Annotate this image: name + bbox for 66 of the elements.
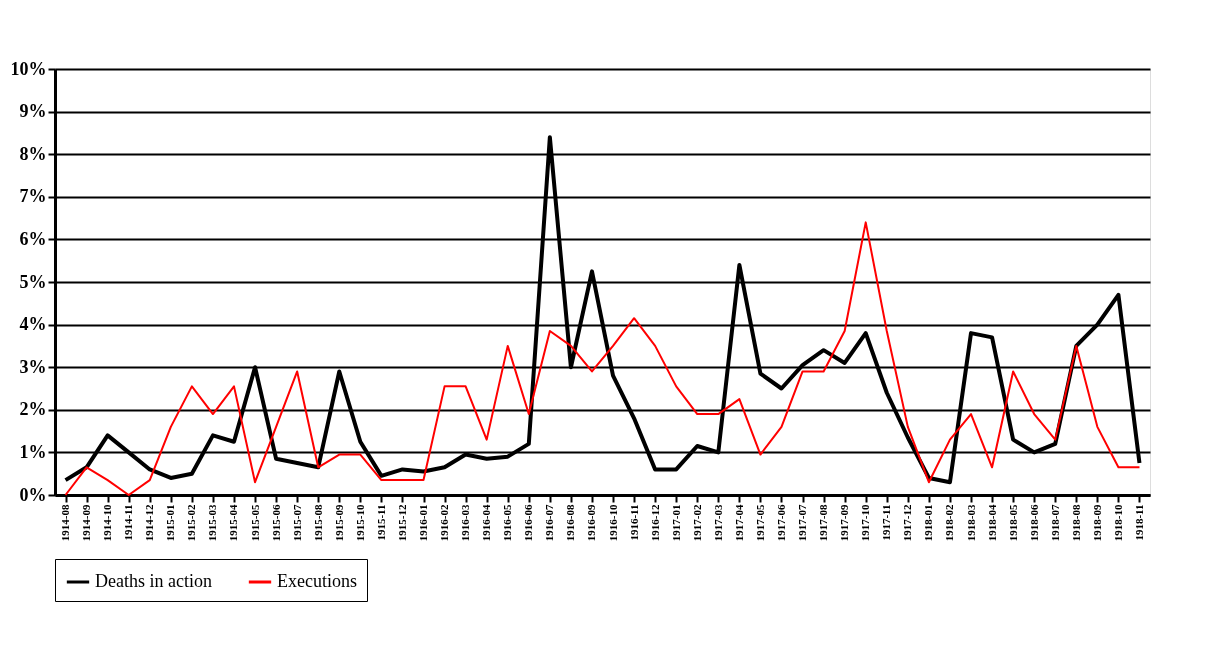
x-tick-label: 1917-05 (753, 504, 766, 542)
x-tick-label: 1916-06 (522, 504, 535, 542)
x-tick-label: 1917-08 (817, 504, 830, 542)
x-tick-label: 1914-12 (143, 504, 156, 542)
x-tick-label: 1914-11 (122, 504, 135, 541)
x-tick-label: 1918-10 (1111, 504, 1124, 542)
x-tick-label: 1918-02 (943, 504, 956, 542)
x-tick-label: 1915-04 (227, 504, 240, 542)
y-tick-label: 1% (19, 441, 47, 462)
legend-label: Deaths in action (95, 571, 212, 591)
x-tick-label: 1917-11 (880, 504, 893, 541)
y-tick-label: 2% (19, 399, 47, 420)
x-tick-label: 1915-02 (185, 504, 198, 542)
x-tick-label: 1918-03 (964, 504, 977, 542)
x-tick-label: 1917-03 (711, 504, 724, 542)
x-tick-label: 1915-12 (395, 504, 408, 542)
y-tick-label: 3% (19, 356, 47, 377)
y-tick-label: 10% (10, 58, 47, 79)
x-tick-label: 1916-08 (564, 504, 577, 542)
x-tick-label: 1916-03 (459, 504, 472, 542)
y-tick-label: 0% (19, 484, 47, 505)
x-tick-label: 1915-09 (332, 504, 345, 542)
x-tick-label: 1916-11 (627, 504, 640, 541)
x-tick-label: 1917-07 (796, 504, 809, 542)
x-tick-label: 1915-10 (353, 504, 366, 542)
legend-label: Executions (277, 571, 357, 591)
y-tick-label: 4% (19, 314, 47, 335)
x-tick-label: 1918-01 (922, 504, 935, 542)
x-tick-label: 1918-05 (1006, 504, 1019, 542)
x-tick-label: 1917-12 (901, 504, 914, 542)
x-tick-label: 1918-08 (1069, 504, 1082, 542)
x-tick-label: 1917-01 (669, 504, 682, 542)
x-tick-label: 1914-10 (101, 504, 114, 542)
x-tick-label: 1916-04 (480, 504, 493, 542)
x-tick-label: 1915-05 (248, 504, 261, 542)
x-tick-label: 1916-05 (501, 504, 514, 542)
x-tick-label: 1918-06 (1027, 504, 1040, 542)
y-tick-label: 9% (19, 101, 47, 122)
y-tick-label: 5% (19, 271, 47, 292)
y-tick-label: 7% (19, 186, 47, 207)
x-tick-label: 1916-07 (543, 504, 556, 542)
x-tick-label: 1916-02 (438, 504, 451, 542)
x-tick-label: 1917-10 (859, 504, 872, 542)
x-tick-label: 1915-07 (290, 504, 303, 542)
x-tick-label: 1917-09 (838, 504, 851, 542)
x-tick-label: 1914-08 (59, 504, 72, 542)
x-tick-label: 1915-06 (269, 504, 282, 542)
x-tick-label: 1916-01 (417, 504, 430, 542)
x-tick-label: 1918-11 (1132, 504, 1145, 541)
x-tick-label: 1915-01 (164, 504, 177, 542)
x-tick-label: 1915-08 (311, 504, 324, 542)
x-tick-label: 1917-02 (690, 504, 703, 542)
x-tick-label: 1916-12 (648, 504, 661, 542)
y-tick-label: 6% (19, 228, 47, 249)
y-tick-label: 8% (19, 143, 47, 164)
x-tick-label: 1917-04 (732, 504, 745, 542)
x-tick-label: 1914-09 (80, 504, 93, 542)
x-tick-label: 1918-04 (985, 504, 998, 542)
x-tick-label: 1917-06 (774, 504, 787, 542)
x-tick-label: 1915-11 (374, 504, 387, 541)
x-tick-label: 1918-07 (1048, 504, 1061, 542)
line-series (64, 221, 1141, 496)
x-tick-label: 1916-10 (606, 504, 619, 542)
x-tick-label: 1915-03 (206, 504, 219, 542)
x-tick-label: 1916-09 (585, 504, 598, 542)
x-tick-label: 1918-09 (1090, 504, 1103, 542)
